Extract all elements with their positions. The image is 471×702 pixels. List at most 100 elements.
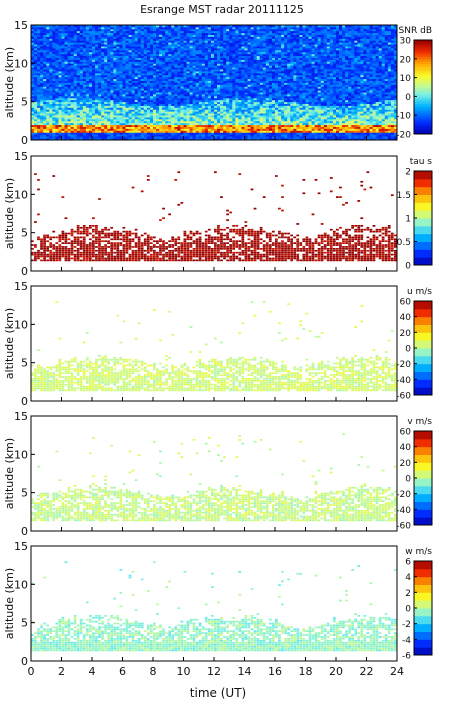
heatmap-cell — [189, 26, 194, 30]
heatmap-cell — [125, 65, 129, 68]
heatmap-cell — [186, 63, 190, 66]
heatmap-cell — [92, 34, 96, 37]
heatmap-cell — [131, 25, 136, 28]
heatmap-cell — [198, 38, 203, 41]
heatmap-cell — [110, 138, 114, 141]
heatmap-cell — [82, 38, 87, 41]
heatmap-cell — [177, 117, 181, 120]
heatmap-cell — [61, 53, 65, 57]
heatmap-cell — [128, 76, 133, 80]
heatmap-cell — [46, 117, 50, 120]
heatmap-cell — [76, 105, 81, 108]
heatmap-cell — [128, 51, 133, 55]
heatmap-cell — [110, 90, 114, 93]
heatmap-cell — [168, 99, 172, 103]
heatmap-cell — [174, 118, 178, 122]
heatmap-cell — [198, 49, 203, 53]
heatmap-cell — [61, 86, 65, 89]
heatmap-cell — [146, 97, 151, 101]
heatmap-cell — [92, 63, 96, 66]
heatmap-cell — [92, 109, 96, 112]
heatmap-cell — [101, 124, 105, 127]
heatmap-cell — [31, 113, 35, 116]
heatmap-cell — [125, 46, 129, 49]
heatmap-cell — [171, 103, 175, 106]
heatmap-cell — [40, 115, 44, 118]
heatmap-cell — [55, 95, 59, 99]
heatmap-cell — [43, 82, 47, 85]
heatmap-cell — [177, 80, 181, 83]
heatmap-cell — [226, 63, 230, 66]
heatmap-cell — [52, 120, 56, 124]
heatmap-cell — [201, 46, 206, 49]
heatmap-cell — [40, 48, 44, 51]
heatmap-cell — [134, 63, 139, 66]
heatmap-cell — [70, 65, 75, 68]
heatmap-cell — [92, 65, 96, 68]
heatmap-cell — [73, 113, 78, 116]
heatmap-cell — [214, 78, 218, 81]
heatmap-cell — [186, 86, 190, 89]
heatmap-cell — [165, 82, 169, 85]
heatmap-cell — [192, 132, 197, 135]
heatmap-cell — [58, 136, 62, 139]
heatmap-cell — [183, 38, 187, 41]
heatmap-cell — [46, 136, 50, 139]
heatmap-cell — [168, 65, 172, 68]
heatmap-cell — [92, 26, 96, 30]
heatmap-cell — [70, 82, 75, 85]
heatmap-cell — [226, 80, 230, 83]
heatmap-cell — [159, 40, 163, 43]
heatmap-cell — [52, 86, 56, 89]
heatmap-cell — [146, 67, 151, 70]
heatmap-cell — [140, 111, 145, 114]
heatmap-cell — [128, 61, 133, 64]
heatmap-cell — [119, 99, 123, 103]
heatmap-cell — [204, 117, 209, 120]
heatmap-cell — [107, 30, 111, 34]
heatmap-cell — [137, 132, 142, 135]
heatmap-cell — [73, 115, 78, 118]
heatmap-cell — [174, 94, 178, 97]
heatmap-cell — [180, 53, 184, 57]
heatmap-cell — [165, 118, 169, 122]
heatmap-cell — [107, 117, 111, 120]
heatmap-cell — [37, 117, 41, 120]
heatmap-cell — [34, 128, 38, 131]
heatmap-cell — [119, 97, 123, 101]
heatmap-cell — [156, 76, 160, 80]
heatmap-cell — [174, 44, 178, 47]
heatmap-cell — [43, 115, 47, 118]
heatmap-cell — [198, 95, 203, 99]
heatmap-cell — [168, 32, 172, 35]
heatmap-cell — [153, 118, 157, 122]
heatmap-cell — [180, 113, 184, 116]
heatmap-cell — [226, 72, 230, 76]
heatmap-cell — [146, 61, 151, 64]
heatmap-cell — [85, 132, 90, 135]
heatmap-cell — [122, 130, 126, 133]
heatmap-cell — [119, 130, 123, 133]
heatmap-cell — [92, 118, 96, 122]
heatmap-cell — [107, 113, 111, 116]
heatmap-cell — [192, 128, 197, 131]
heatmap-cell — [104, 138, 108, 141]
heatmap-cell — [146, 88, 151, 91]
heatmap-cell — [146, 48, 151, 51]
heatmap-cell — [140, 82, 145, 85]
heatmap-cell — [156, 107, 160, 110]
heatmap-cell — [52, 42, 56, 45]
heatmap-cell — [34, 130, 38, 133]
heatmap-cell — [168, 26, 172, 30]
heatmap-cell — [192, 109, 197, 112]
heatmap-cell — [183, 90, 187, 93]
heatmap-cell — [159, 80, 163, 83]
heatmap-cell — [49, 67, 53, 70]
heatmap-cell — [116, 61, 120, 64]
heatmap-cell — [177, 82, 181, 85]
heatmap-cell — [40, 63, 44, 66]
heatmap-cell — [217, 78, 221, 81]
heatmap-cell — [153, 111, 157, 114]
heatmap-cell — [61, 117, 65, 120]
heatmap-cell — [64, 94, 68, 97]
